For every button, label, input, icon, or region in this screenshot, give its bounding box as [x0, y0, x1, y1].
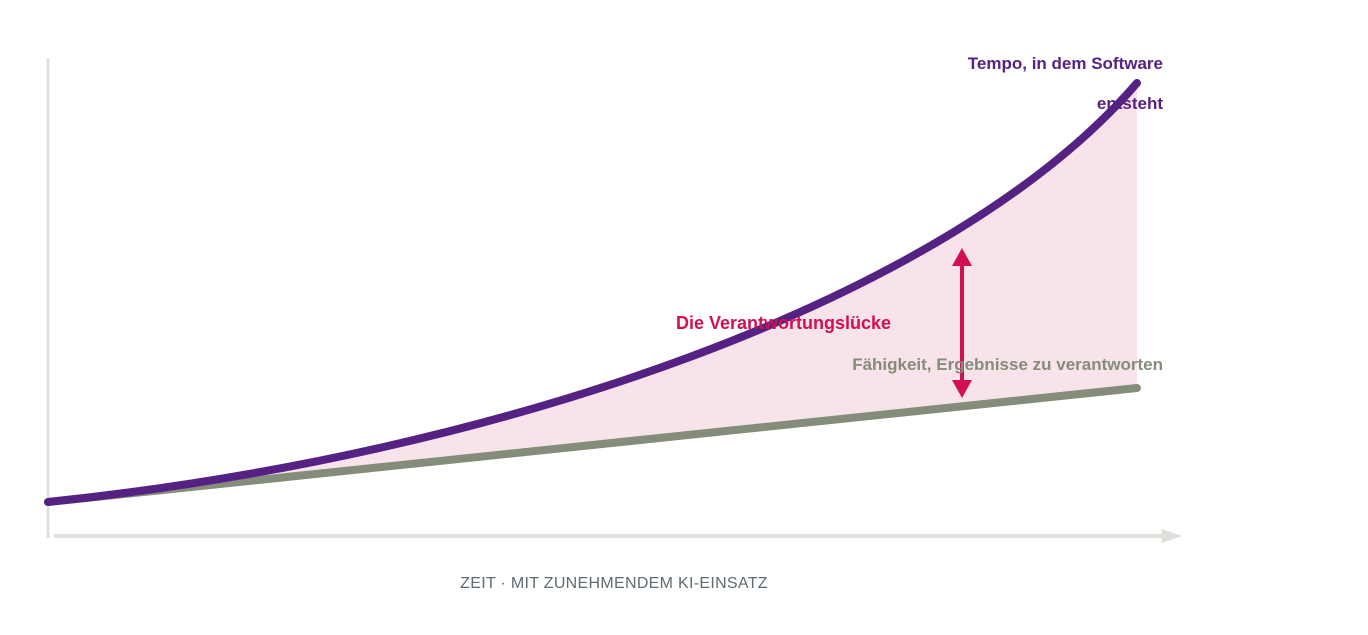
x-axis-arrowhead — [1162, 529, 1182, 543]
x-axis-label: ZEIT · MIT ZUNEHMENDEM KI-EINSATZ — [460, 575, 768, 592]
tempo-label-line1: Tempo, in dem Software — [968, 54, 1163, 73]
gap-label: Die Verantwortungslücke — [676, 313, 891, 333]
ability-line — [44, 384, 1141, 506]
tempo-label-line2: entsteht — [1097, 94, 1163, 113]
tempo-curve — [44, 79, 1141, 506]
gap-arrow-up-head — [952, 248, 972, 266]
gap-area — [48, 83, 1137, 502]
gap-arrow-down-head — [952, 380, 972, 398]
ability-label: Fähigkeit, Ergebnisse zu verantworten — [852, 355, 1163, 374]
